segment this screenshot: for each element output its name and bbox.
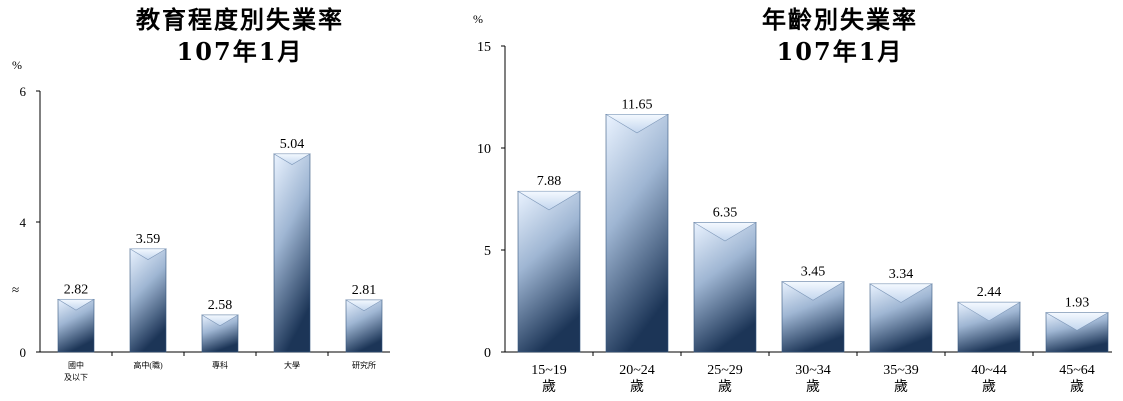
left-bar-cap (272, 153, 312, 166)
left-bar-value-label: 2.58 (208, 298, 233, 313)
right-chart-subtitle: 107年1月 (776, 37, 904, 66)
right-bar-value-label: 11.65 (622, 97, 653, 112)
left-category-label: 專科 (212, 360, 228, 370)
right-category-label: 歲 (630, 379, 644, 395)
right-bar-cap (516, 190, 582, 211)
left-bar (129, 248, 167, 353)
right-y-tick-label: 10 (477, 142, 491, 157)
right-bar-cap (692, 222, 758, 242)
right-category-label: 歲 (982, 379, 996, 395)
right-y-tick-label: 5 (484, 244, 491, 259)
right-category-label: 歲 (806, 379, 820, 395)
right-bar-value-label: 3.34 (889, 267, 914, 282)
left-bar-cap (344, 299, 384, 312)
left-bar-cap (128, 248, 168, 261)
right-category-label: 30~34 (795, 363, 831, 378)
right-category-label: 45~64 (1059, 363, 1095, 378)
right-category-label: 25~29 (707, 363, 743, 378)
right-category-label: 35~39 (883, 363, 919, 378)
right-category-label: 歲 (718, 379, 732, 395)
left-category-label: 國中 (68, 360, 84, 370)
left-bar-value-label: 2.82 (64, 282, 89, 297)
left-category-label: 大學 (284, 360, 300, 370)
right-bar-value-label: 2.44 (977, 285, 1002, 300)
right-bar-value-label: 7.88 (537, 174, 562, 189)
right-category-label: 歲 (1070, 379, 1084, 395)
left-category-label: 高中(職) (133, 360, 163, 370)
left-y-tick-label: 0 (20, 345, 27, 360)
right-category-label: 20~24 (619, 363, 655, 378)
left-chart-subtitle: 107年1月 (176, 37, 304, 66)
right-bar-value-label: 6.35 (713, 205, 738, 220)
axis-break-mark: ≈ (12, 282, 19, 297)
right-chart-title-text: 年齡別失業率 (762, 5, 918, 34)
right-y-tick-label: 0 (484, 346, 491, 361)
left-y-tick-label: 4 (20, 215, 27, 230)
right-bar (605, 114, 669, 353)
left-category-label: 及以下 (64, 373, 88, 382)
right-chart-title: 年齡別失業率 107年1月 (650, 4, 1030, 68)
left-chart-title-text: 教育程度別失業率 (136, 5, 344, 34)
right-bar-cap (868, 283, 934, 303)
left-y-unit: % (12, 58, 22, 72)
right-bar (517, 190, 581, 353)
right-y-tick-label: 15 (477, 40, 491, 55)
right-bar-value-label: 3.45 (801, 265, 826, 280)
right-bar-cap (604, 114, 670, 134)
right-bar-cap (956, 301, 1022, 322)
right-bar-value-label: 1.93 (1065, 296, 1090, 311)
left-bar (273, 153, 311, 353)
right-category-label: 歲 (542, 379, 556, 395)
left-chart-title: 教育程度別失業率 107年1月 (110, 4, 370, 68)
right-category-label: 40~44 (971, 363, 1007, 378)
left-bar-value-label: 5.04 (280, 137, 305, 152)
right-category-label: 15~19 (531, 363, 567, 378)
left-bar-cap (56, 298, 96, 311)
left-bar-value-label: 2.81 (352, 283, 377, 298)
right-chart: 0510157.8815~19歲11.6520~24歲6.3525~29歲3.4… (477, 40, 1112, 395)
right-bar-cap (780, 281, 846, 301)
right-category-label: 歲 (894, 379, 908, 395)
left-bar-value-label: 3.59 (136, 232, 161, 247)
left-y-tick-label: 6 (20, 84, 27, 99)
right-bar (693, 222, 757, 353)
right-y-unit: % (473, 12, 483, 26)
right-bar-cap (1044, 312, 1110, 331)
left-category-label: 研究所 (352, 360, 376, 370)
left-bar-cap (200, 314, 240, 327)
